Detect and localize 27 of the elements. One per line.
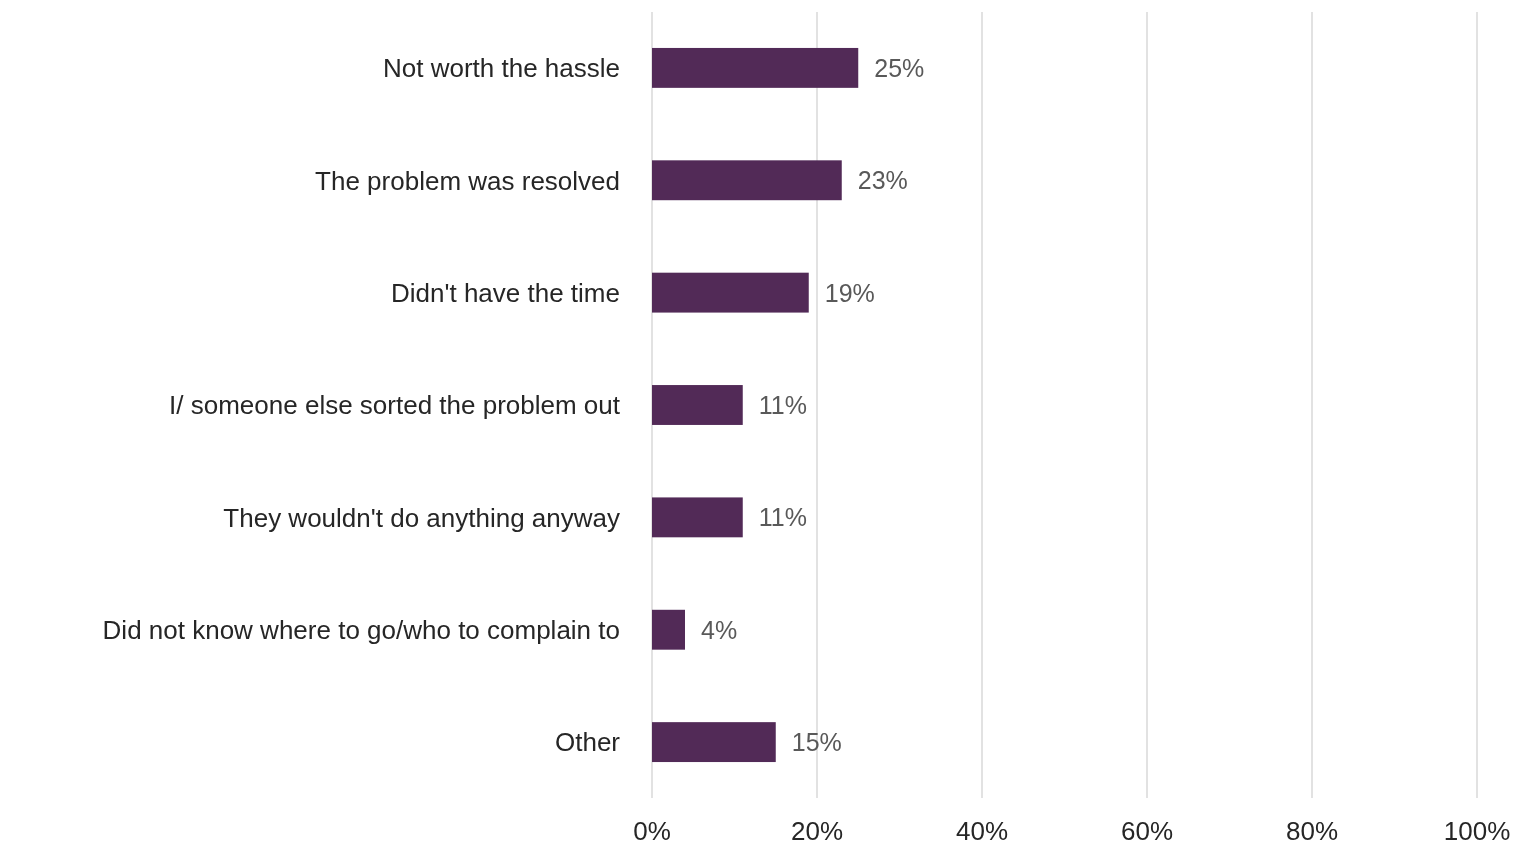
- x-tick-label: 80%: [1285, 816, 1339, 846]
- x-tick-label: 20%: [790, 816, 844, 846]
- x-tick-label: 60%: [1120, 816, 1174, 846]
- y-tick-label: Didn't have the time: [391, 277, 620, 308]
- bar: [652, 385, 743, 425]
- data-label: 4%: [701, 615, 738, 644]
- bar: [652, 272, 809, 313]
- data-label: 23%: [857, 166, 908, 195]
- x-tick-label: 40%: [955, 816, 1009, 846]
- y-tick-label: Did not know where to go/who to complain to: [102, 615, 620, 646]
- data-label: 25%: [874, 53, 925, 82]
- bar: [652, 722, 776, 763]
- data-label: 19%: [824, 278, 875, 307]
- bar: [652, 160, 842, 201]
- bar: [652, 497, 743, 538]
- data-label: 15%: [791, 728, 842, 757]
- data-label: 11%: [758, 503, 807, 532]
- data-label: 11%: [758, 391, 807, 419]
- y-tick-label: I/ someone else sorted the problem out: [169, 390, 621, 421]
- y-tick-label: They wouldn't do anything anyway: [223, 502, 620, 533]
- y-tick-label: Not worth the hassle: [382, 53, 620, 84]
- y-tick-label: The problem was resolved: [315, 165, 620, 196]
- y-tick-label: Other: [554, 727, 621, 758]
- x-tick-label: 100%: [1443, 816, 1511, 846]
- bar: [652, 47, 859, 88]
- x-tick-label: 0%: [633, 816, 671, 846]
- bar: [652, 609, 685, 650]
